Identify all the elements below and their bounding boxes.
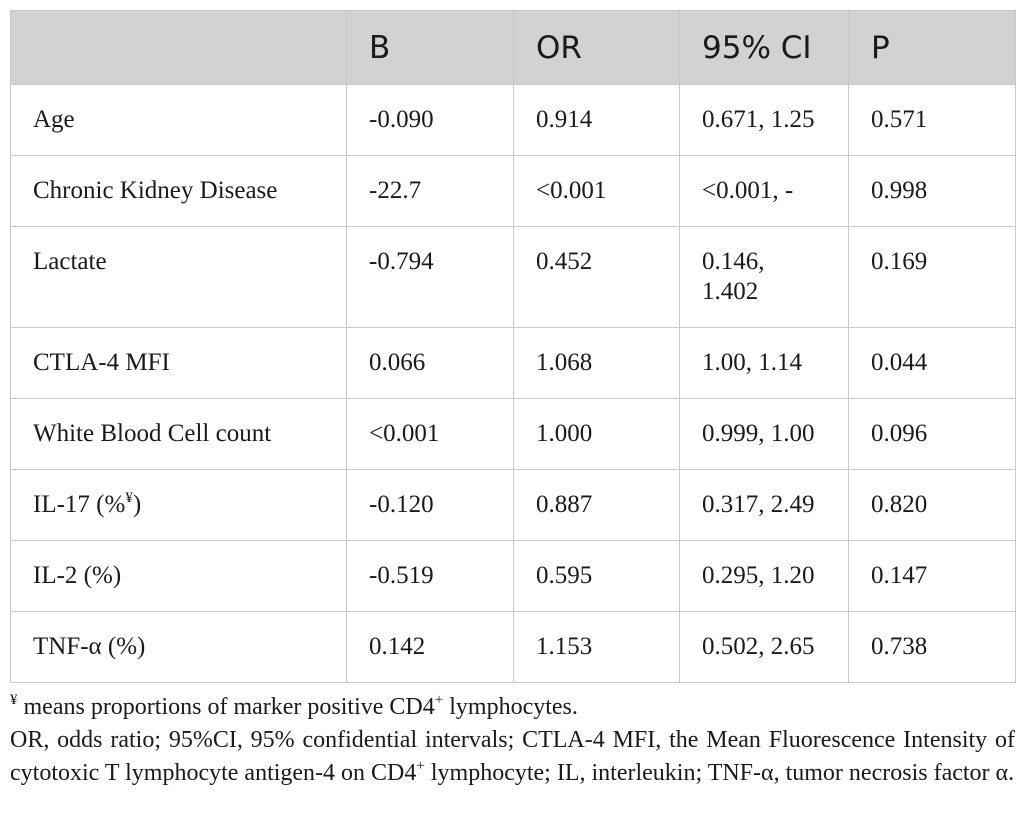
cell-ci: 0.146, 1.402 <box>679 226 849 328</box>
cell-p: 0.738 <box>848 611 1016 683</box>
table-row: IL-2 (%) -0.519 0.595 0.295, 1.20 0.147 <box>10 540 1016 612</box>
footnote-1-text-end: lymphocytes. <box>443 694 578 720</box>
cell-or: 1.000 <box>513 398 680 470</box>
cell-or: 0.595 <box>513 540 680 612</box>
footnote-1: ¥ means proportions of marker positive C… <box>10 691 1015 724</box>
cell-b: -0.090 <box>346 84 514 156</box>
ci-line-1: 0.146, <box>702 248 765 275</box>
cell-b: <0.001 <box>346 398 514 470</box>
cell-or: 1.153 <box>513 611 680 683</box>
cell-b: 0.142 <box>346 611 514 683</box>
cell-b: 0.066 <box>346 327 514 399</box>
table-container: B OR 95% CI P Age -0.090 0.914 0.671, 1.… <box>10 10 1016 790</box>
header-p: P <box>848 10 1016 85</box>
row-label: CTLA-4 MFI <box>10 327 347 399</box>
table-row: Age -0.090 0.914 0.671, 1.25 0.571 <box>10 84 1016 156</box>
table-row: Lactate -0.794 0.452 0.146, 1.402 0.169 <box>10 226 1016 328</box>
row-label: White Blood Cell count <box>10 398 347 470</box>
row-label: Lactate <box>10 226 347 328</box>
footnote-2-text-end: lymphocyte; IL, interleukin; TNF-α, tumo… <box>424 760 1015 786</box>
cell-or: 0.914 <box>513 84 680 156</box>
row-label: TNF-α (%) <box>10 611 347 683</box>
cell-ci: 0.502, 2.65 <box>679 611 849 683</box>
table-row: TNF-α (%) 0.142 1.153 0.502, 2.65 0.738 <box>10 611 1016 683</box>
row-label: IL-17 (%¥) <box>10 469 347 541</box>
label-text: IL-17 (% <box>33 491 126 518</box>
table-row: White Blood Cell count <0.001 1.000 0.99… <box>10 398 1016 470</box>
cell-ci: <0.001, - <box>679 155 849 227</box>
header-row: B OR 95% CI P <box>10 10 1016 85</box>
cell-p: 0.820 <box>848 469 1016 541</box>
cell-or: 0.452 <box>513 226 680 328</box>
table-row: CTLA-4 MFI 0.066 1.068 1.00, 1.14 0.044 <box>10 327 1016 399</box>
footnote-2-sup: + <box>416 758 425 774</box>
cell-p: 0.096 <box>848 398 1016 470</box>
cell-b: -0.120 <box>346 469 514 541</box>
footnote-1-text: means proportions of marker positive CD4 <box>17 694 435 720</box>
header-ci: 95% CI <box>679 10 849 85</box>
header-label <box>10 10 347 85</box>
row-label: IL-2 (%) <box>10 540 347 612</box>
regression-table: B OR 95% CI P Age -0.090 0.914 0.671, 1.… <box>10 10 1016 683</box>
cell-or: 0.887 <box>513 469 680 541</box>
footnote-2-text: OR, odds ratio; 95%CI, 95% confidential … <box>10 727 1015 786</box>
cell-p: 0.044 <box>848 327 1016 399</box>
footnote-symbol: ¥ <box>10 692 18 708</box>
cell-p: 0.571 <box>848 84 1016 156</box>
footnotes: ¥ means proportions of marker positive C… <box>10 691 1015 790</box>
cell-b: -0.794 <box>346 226 514 328</box>
footnote-1-sup: + <box>434 692 444 708</box>
cell-ci: 0.999, 1.00 <box>679 398 849 470</box>
cell-ci: 0.671, 1.25 <box>679 84 849 156</box>
ci-line-2: 1.402 <box>702 278 759 305</box>
cell-ci: 1.00, 1.14 <box>679 327 849 399</box>
cell-b: -22.7 <box>346 155 514 227</box>
cell-p: 0.147 <box>848 540 1016 612</box>
label-superscript: ¥ <box>125 490 133 506</box>
row-label: Chronic Kidney Disease <box>10 155 347 227</box>
cell-b: -0.519 <box>346 540 514 612</box>
cell-p: 0.998 <box>848 155 1016 227</box>
cell-or: 1.068 <box>513 327 680 399</box>
label-text-end: ) <box>132 491 142 518</box>
table-row: Chronic Kidney Disease -22.7 <0.001 <0.0… <box>10 155 1016 227</box>
cell-p: 0.169 <box>848 226 1016 328</box>
table-row: IL-17 (%¥) -0.120 0.887 0.317, 2.49 0.82… <box>10 469 1016 541</box>
header-b: B <box>346 10 514 85</box>
footnote-2: OR, odds ratio; 95%CI, 95% confidential … <box>10 724 1015 790</box>
row-label: Age <box>10 84 347 156</box>
cell-or: <0.001 <box>513 155 680 227</box>
cell-ci: 0.317, 2.49 <box>679 469 849 541</box>
header-or: OR <box>513 10 680 85</box>
cell-ci: 0.295, 1.20 <box>679 540 849 612</box>
